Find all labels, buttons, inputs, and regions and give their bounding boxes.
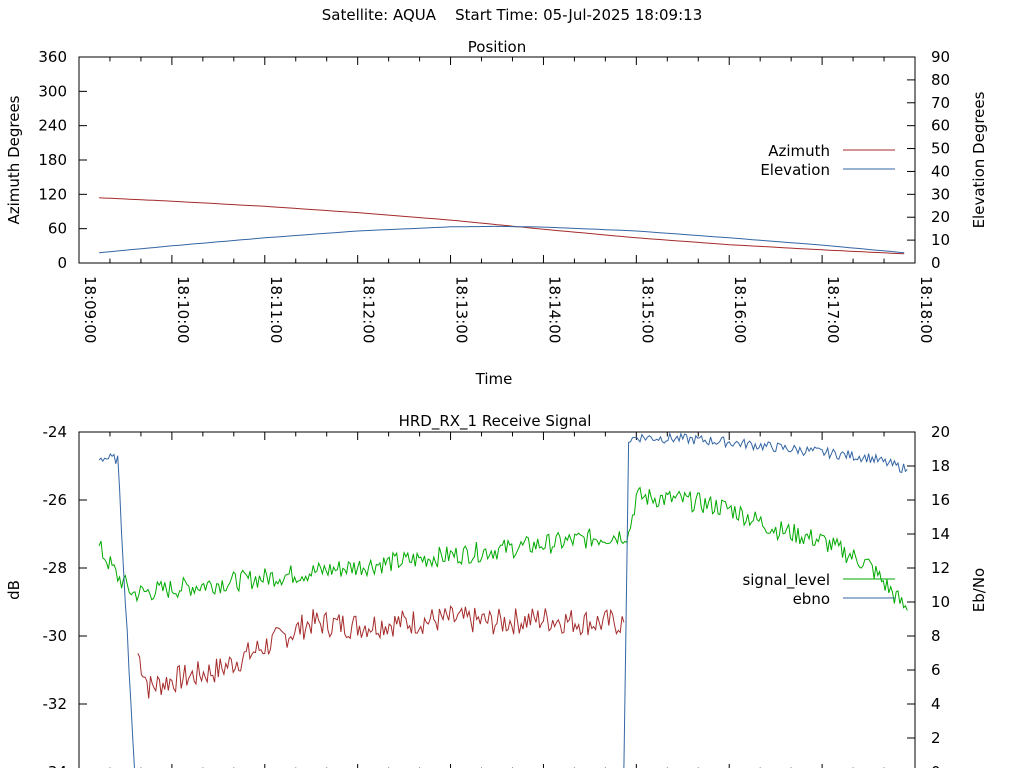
legend-elevation-label: Elevation <box>760 161 830 179</box>
azimuth-axis-label: Azimuth Degrees <box>5 95 23 224</box>
position-x-tick-label: 18:09:00 <box>81 276 99 343</box>
position-legend: Azimuth Elevation <box>760 142 895 179</box>
signal-y2-tick-label: 6 <box>931 661 941 679</box>
signal-y2-tick-label: 8 <box>931 627 941 645</box>
signal-x-axis <box>78 432 916 768</box>
position-y2-tick-label: 0 <box>931 254 941 272</box>
figure-title: Satellite: AQUA Start Time: 05-Jul-2025 … <box>0 6 1024 24</box>
position-x-tick-label: 18:16:00 <box>731 276 749 343</box>
start-time-label: Start Time: 05-Jul-2025 18:09:13 <box>455 6 703 24</box>
signal-y2-tick-label: 0 <box>931 763 941 768</box>
db-axis-label: dB <box>5 580 23 600</box>
position-x-tick-label: 18:14:00 <box>545 276 563 343</box>
position-chart: Position 0 60 120 180 240 300 360 0 10 20 30 40 50 6… <box>5 38 988 388</box>
signal-y2-tick-label: 10 <box>931 593 950 611</box>
legend-azimuth-label: Azimuth <box>768 142 830 160</box>
position-series-group <box>99 197 905 255</box>
signal-y2-axis: 0 2 4 6 8 10 12 14 16 18 20 <box>907 423 950 768</box>
signal-plot-frame <box>78 431 916 768</box>
signal-y2-tick-label: 12 <box>931 559 950 577</box>
signal-chart: HRD_RX_1 Receive Signal -24-26-28-30-32-… <box>5 412 988 768</box>
signal-y-tick-label: -30 <box>43 627 68 645</box>
signal-y2-tick-label: 4 <box>931 695 941 713</box>
ebno-axis-label: Eb/No <box>970 568 988 612</box>
position-x-tick-label: 18:11:00 <box>267 276 285 343</box>
signal-y2-tick-label: 18 <box>931 457 950 475</box>
position-y2-tick-label: 70 <box>931 94 950 112</box>
position-y-tick-label: 180 <box>38 151 67 169</box>
signal-y-tick-label: -24 <box>43 423 68 441</box>
signal-y-tick-label: -26 <box>43 491 68 509</box>
position-y-tick-label: 240 <box>38 117 67 135</box>
position-plot-frame <box>78 56 916 264</box>
signal-y-tick-label: -28 <box>43 559 68 577</box>
position-y2-tick-label: 10 <box>931 231 950 249</box>
satellite-label: Satellite: AQUA <box>321 6 437 24</box>
signal-y2-tick-label: 2 <box>931 729 941 747</box>
signal-legend: signal_level ebno <box>742 571 895 608</box>
signal-series-ebno-line <box>98 486 908 611</box>
position-series-azimuth-line <box>99 197 905 255</box>
position-y-tick-label: 60 <box>48 220 67 238</box>
position-y-tick-label: 360 <box>38 48 67 66</box>
signal-y2-tick-label: 20 <box>931 423 950 441</box>
signal-series-ebno-line <box>98 431 908 768</box>
position-y2-tick-label: 80 <box>931 71 950 89</box>
position-series-elevation-line <box>99 225 905 254</box>
position-y2-tick-label: 20 <box>931 208 950 226</box>
position-x-tick-label: 18:13:00 <box>453 276 471 343</box>
position-y2-tick-label: 60 <box>931 117 950 135</box>
legend-signal-level-label: signal_level <box>742 571 830 590</box>
position-x-tick-label: 18:17:00 <box>824 276 842 343</box>
signal-y-tick-label: -34 <box>43 763 68 768</box>
position-y-axis: 0 60 120 180 240 300 360 <box>38 48 87 272</box>
position-x-tick-label: 18:12:00 <box>360 276 378 343</box>
signal-series-group <box>98 431 908 768</box>
position-y-tick-label: 300 <box>38 82 67 100</box>
legend-ebno-label: ebno <box>793 590 830 608</box>
position-y2-tick-label: 90 <box>931 48 950 66</box>
signal-y-axis: -24 -26 -28 -30 -32 -34 <box>43 423 87 768</box>
position-y2-tick-label: 40 <box>931 162 950 180</box>
signal-y2-tick-label: 14 <box>931 525 950 543</box>
position-x-tick-label: 18:15:00 <box>638 276 656 343</box>
position-y-tick-label: 120 <box>38 185 67 203</box>
signal-chart-title: HRD_RX_1 Receive Signal <box>399 412 592 431</box>
position-x-tick-label: 18:10:00 <box>174 276 192 343</box>
signal-series-signal-level-line <box>137 605 625 699</box>
signal-y-tick-label: -32 <box>43 695 68 713</box>
position-chart-title: Position <box>468 38 526 56</box>
position-y-tick-label: 0 <box>57 254 67 272</box>
elevation-axis-label: Elevation Degrees <box>970 91 988 228</box>
position-y2-axis: 0 10 20 30 40 50 60 70 80 90 <box>907 48 950 272</box>
position-y2-tick-label: 30 <box>931 185 950 203</box>
position-x-tick-label: 18:18:00 <box>917 276 935 343</box>
time-axis-label: Time <box>475 370 513 388</box>
signal-y2-tick-label: 16 <box>931 491 950 509</box>
position-y2-tick-label: 50 <box>931 140 950 158</box>
position-x-axis: 18:09:00 18:10:00 18:11:00 18:12:00 18:13:00… <box>78 57 935 343</box>
